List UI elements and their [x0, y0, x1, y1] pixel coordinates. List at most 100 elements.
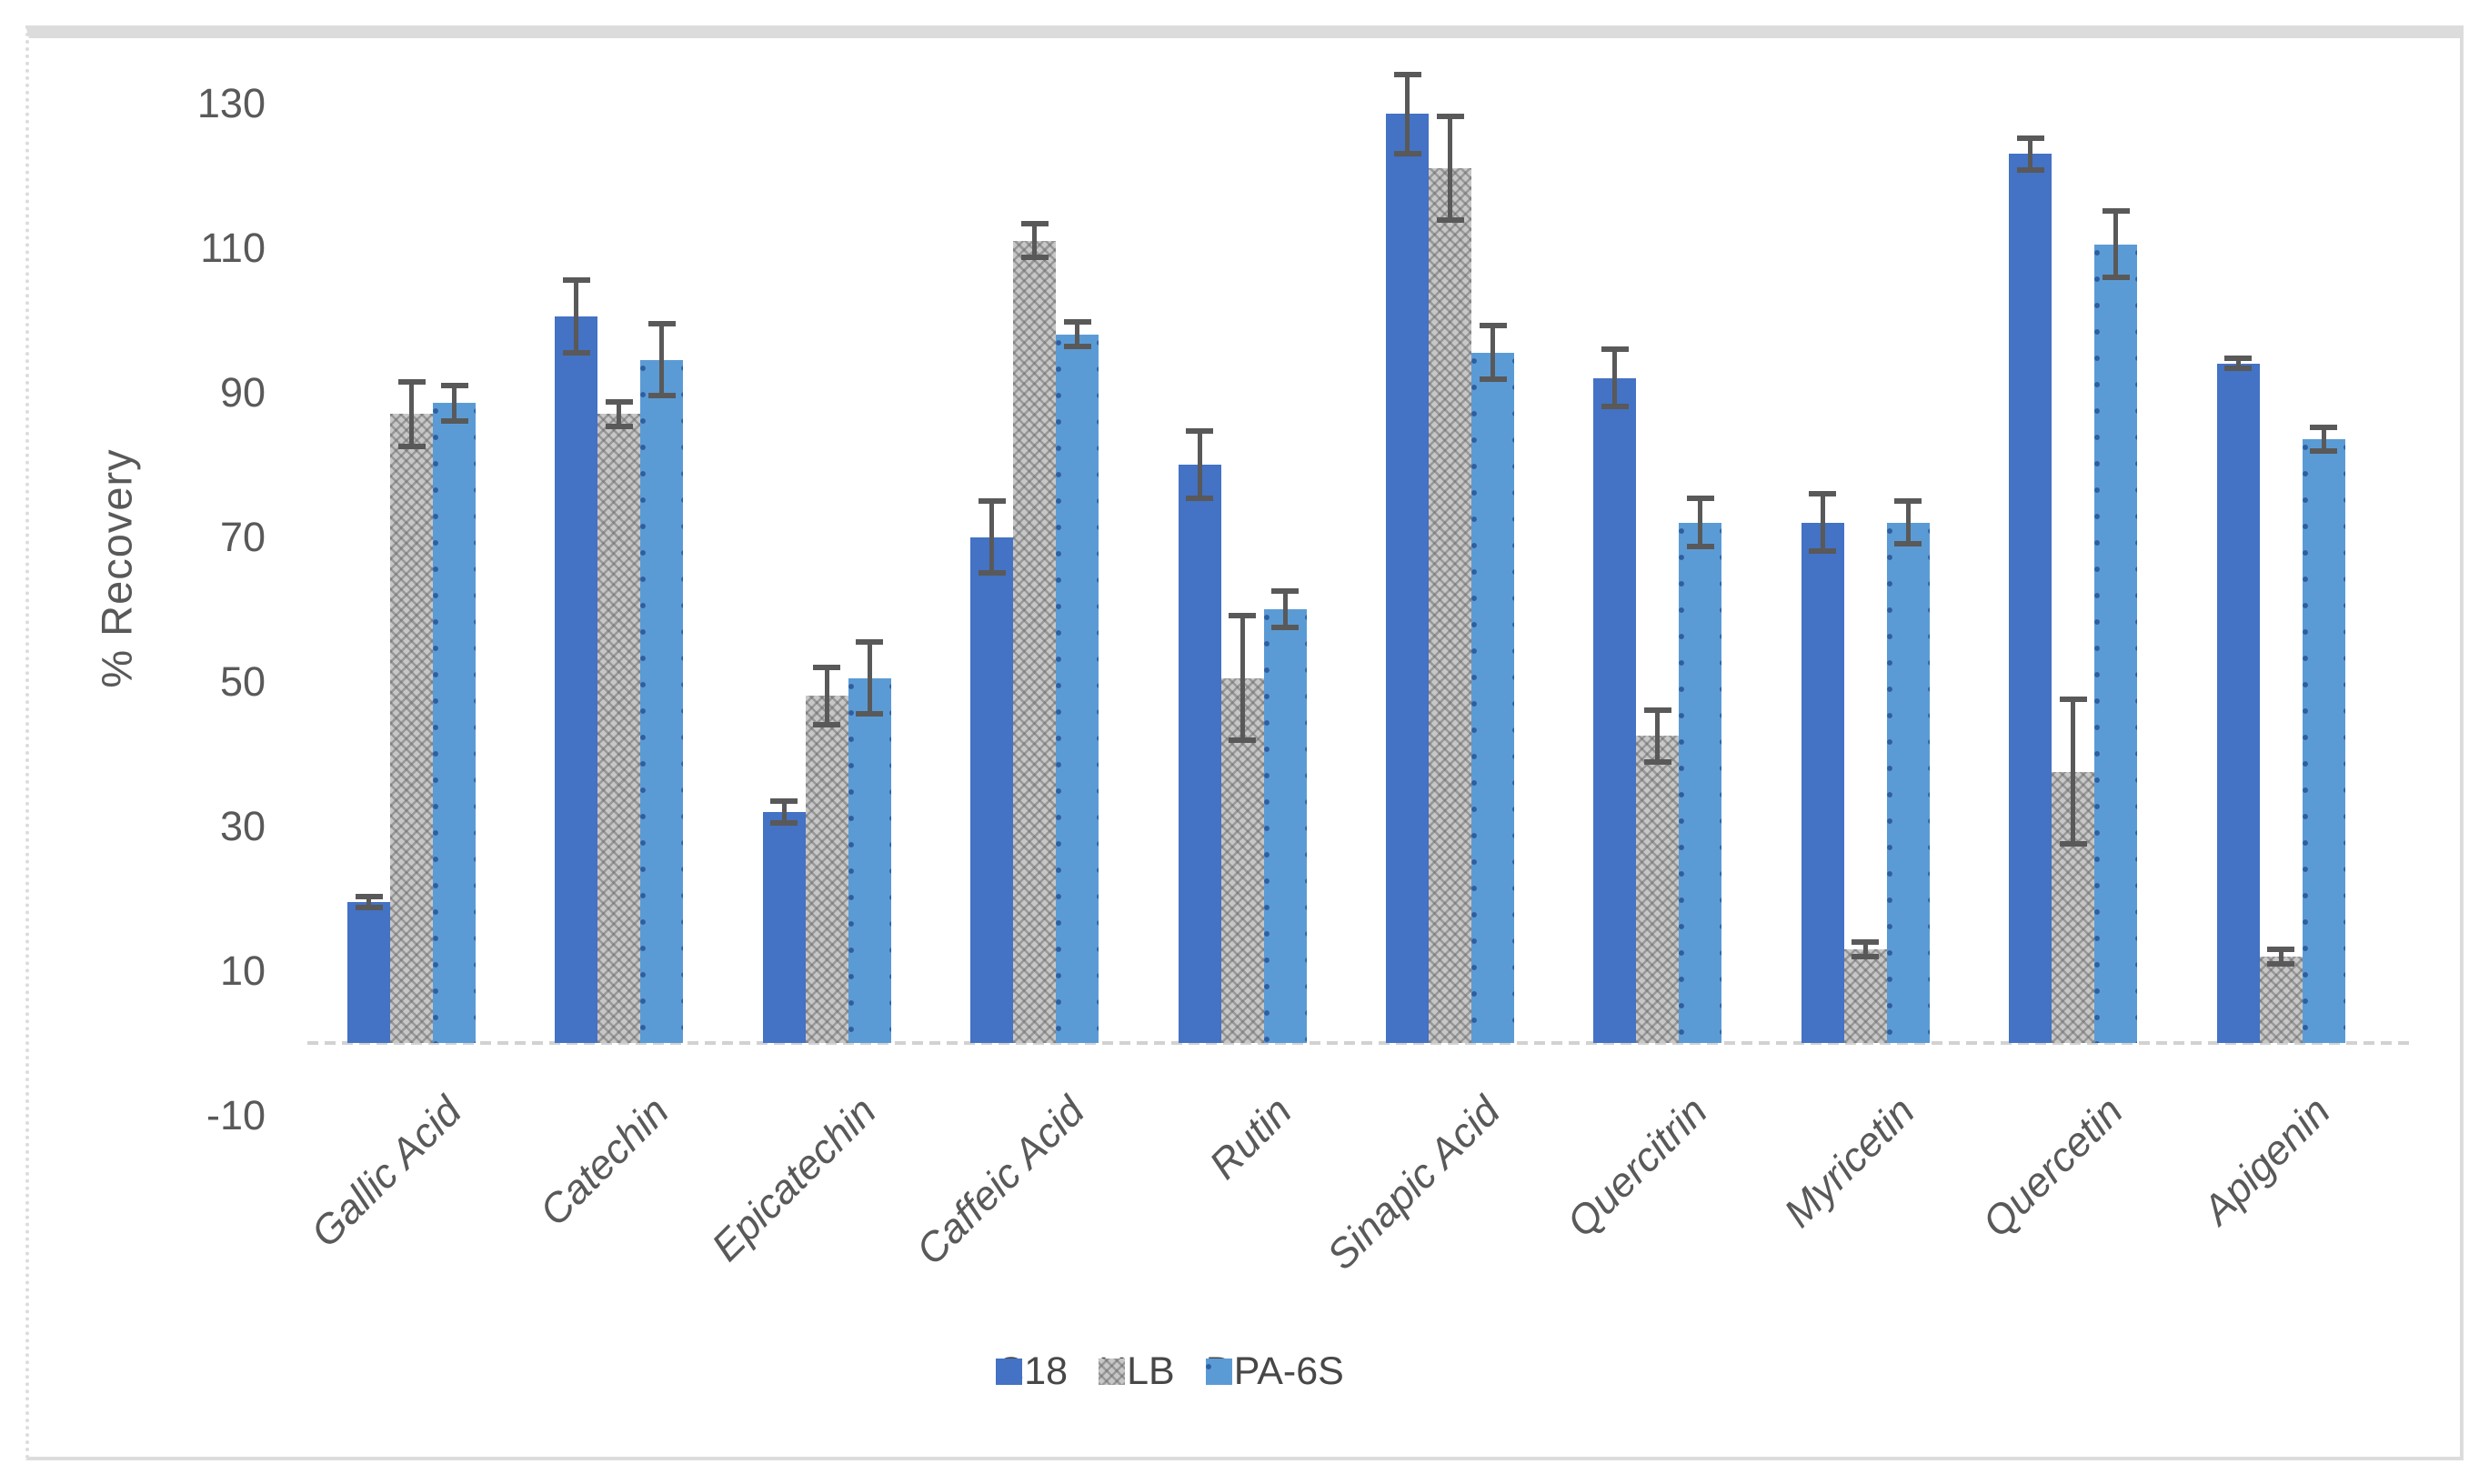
error-cap-top-c18-rutin	[1186, 428, 1214, 435]
error-bar-dpa-6s-myricetin	[1905, 500, 1911, 545]
error-cap-top-hlb-apigenin	[2267, 946, 2295, 952]
error-cap-bottom-c18-apigenin	[2224, 366, 2253, 372]
bar-c18-quercitrin	[1593, 377, 1637, 1043]
error-cap-bottom-dpa-6s-catechin	[647, 393, 676, 399]
bar-hlb-catechin	[597, 414, 641, 1043]
error-cap-top-hlb-gallic-acid	[397, 378, 426, 385]
error-bar-c18-gallic-acid	[366, 897, 371, 907]
category-label-catechin: Catechin	[530, 1088, 677, 1235]
y-tick-label-10: 10	[219, 947, 266, 994]
y-tick-label-70: 70	[219, 513, 266, 560]
error-cap-top-hlb-rutin	[1229, 613, 1257, 619]
error-cap-bottom-c18-epicatechin	[770, 819, 798, 826]
category-label-quercitrin: Quercitrin	[1557, 1088, 1716, 1246]
error-cap-bottom-dpa-6s-gallic-acid	[440, 418, 468, 425]
category-label-apigenin: Apigenin	[2193, 1088, 2340, 1233]
bar-hlb-myricetin	[1843, 948, 1887, 1043]
error-bar-hlb-caffeic-acid	[1032, 224, 1038, 257]
legend-swatch-c18-icon	[996, 1359, 1023, 1385]
error-cap-top-dpa-6s-catechin	[647, 320, 676, 326]
error-cap-top-c18-myricetin	[1809, 490, 1837, 496]
error-bar-dpa-6s-quercetin	[2113, 210, 2119, 278]
bar-c18-apigenin	[2216, 363, 2260, 1043]
y-axis-title: % Recovery	[92, 448, 141, 688]
error-bar-hlb-rutin	[1239, 616, 1245, 740]
error-cap-top-dpa-6s-sinapic-acid	[1479, 323, 1507, 329]
bar-hlb-caffeic-acid	[1013, 240, 1057, 1043]
bar-hlb-epicatechin	[805, 696, 848, 1043]
category-label-caffeic-acid: Caffeic Acid	[907, 1088, 1093, 1274]
error-cap-bottom-hlb-myricetin	[1852, 953, 1880, 959]
error-cap-bottom-dpa-6s-apigenin	[2310, 447, 2338, 454]
category-label-quercetin: Quercetin	[1972, 1088, 2132, 1247]
bar-hlb-rutin	[1220, 677, 1264, 1043]
y-tick-label-110: 110	[200, 224, 266, 271]
bar-hlb-apigenin	[2259, 956, 2303, 1043]
bar-dpa-6s-apigenin	[2302, 439, 2345, 1043]
error-cap-bottom-c18-catechin	[562, 349, 590, 356]
error-cap-bottom-c18-quercitrin	[1601, 404, 1629, 410]
legend: C18 HLB DPA-6S	[0, 1349, 2414, 1394]
bar-dpa-6s-sinapic-acid	[1471, 352, 1514, 1043]
error-cap-bottom-c18-sinapic-acid	[1393, 151, 1421, 157]
error-cap-bottom-c18-quercetin	[2016, 166, 2044, 173]
error-cap-top-hlb-quercetin	[2059, 697, 2087, 703]
bar-dpa-6s-epicatechin	[848, 677, 891, 1043]
category-label-rutin: Rutin	[1199, 1088, 1301, 1188]
bar-c18-myricetin	[1801, 522, 1844, 1043]
error-bar-c18-myricetin	[1820, 493, 1825, 552]
error-cap-top-hlb-caffeic-acid	[1020, 221, 1049, 227]
bar-c18-sinapic-acid	[1386, 114, 1429, 1043]
error-bar-hlb-quercetin	[2071, 699, 2076, 845]
bar-dpa-6s-caffeic-acid	[1056, 334, 1099, 1043]
error-cap-top-c18-sinapic-acid	[1393, 71, 1421, 77]
legend-item-dpa-6s: DPA-6S	[1205, 1349, 1344, 1394]
bar-c18-catechin	[555, 316, 598, 1043]
error-bar-hlb-sinapic-acid	[1448, 115, 1452, 221]
error-cap-bottom-c18-myricetin	[1809, 548, 1837, 555]
error-bar-hlb-gallic-acid	[409, 381, 414, 447]
error-cap-bottom-hlb-rutin	[1229, 737, 1257, 743]
error-cap-bottom-dpa-6s-quercetin	[2102, 275, 2130, 281]
error-bar-c18-rutin	[1197, 431, 1202, 498]
category-label-epicatechin: Epicatechin	[702, 1088, 886, 1270]
x-axis-line	[307, 1041, 2414, 1045]
legend-swatch-dpa-6s-icon	[1205, 1359, 1232, 1385]
error-cap-top-c18-catechin	[562, 277, 590, 284]
error-cap-top-hlb-sinapic-acid	[1436, 113, 1464, 119]
error-bar-hlb-quercitrin	[1655, 709, 1661, 762]
y-tick-label-30: 30	[219, 802, 266, 849]
error-bar-hlb-catechin	[617, 401, 622, 426]
error-cap-top-dpa-6s-quercitrin	[1686, 496, 1714, 502]
error-bar-c18-sinapic-acid	[1405, 74, 1410, 155]
error-cap-top-dpa-6s-rutin	[1271, 588, 1300, 595]
y-tick-label-90: 90	[219, 368, 266, 416]
error-cap-top-c18-apigenin	[2224, 356, 2253, 362]
bar-dpa-6s-gallic-acid	[433, 403, 476, 1043]
bar-c18-quercetin	[2009, 154, 2052, 1043]
error-cap-bottom-hlb-quercitrin	[1643, 758, 1671, 765]
y-tick-label-130: 130	[196, 79, 266, 126]
bar-c18-caffeic-acid	[970, 536, 1014, 1043]
error-cap-bottom-hlb-sinapic-acid	[1436, 217, 1464, 224]
bar-dpa-6s-rutin	[1263, 609, 1307, 1043]
error-cap-top-dpa-6s-quercetin	[2102, 207, 2130, 214]
error-cap-top-c18-quercetin	[2016, 135, 2044, 141]
error-bar-dpa-6s-rutin	[1282, 591, 1288, 627]
error-bar-dpa-6s-gallic-acid	[452, 385, 457, 422]
error-bar-dpa-6s-quercitrin	[1698, 498, 1703, 546]
error-cap-top-dpa-6s-myricetin	[1894, 497, 1922, 504]
error-bar-hlb-epicatechin	[824, 667, 829, 726]
error-bar-c18-epicatechin	[781, 800, 787, 823]
error-cap-bottom-dpa-6s-sinapic-acid	[1479, 376, 1507, 383]
error-cap-top-c18-quercitrin	[1601, 346, 1629, 352]
bar-c18-rutin	[1178, 465, 1221, 1043]
error-cap-top-dpa-6s-gallic-acid	[440, 382, 468, 388]
error-cap-top-hlb-epicatechin	[813, 664, 841, 670]
error-cap-top-c18-epicatechin	[770, 797, 798, 804]
error-cap-bottom-hlb-epicatechin	[813, 722, 841, 728]
error-bar-c18-catechin	[574, 280, 579, 353]
error-cap-bottom-c18-gallic-acid	[355, 904, 383, 910]
error-cap-bottom-dpa-6s-quercitrin	[1686, 543, 1714, 549]
y-tick-label--10: -10	[206, 1091, 266, 1138]
